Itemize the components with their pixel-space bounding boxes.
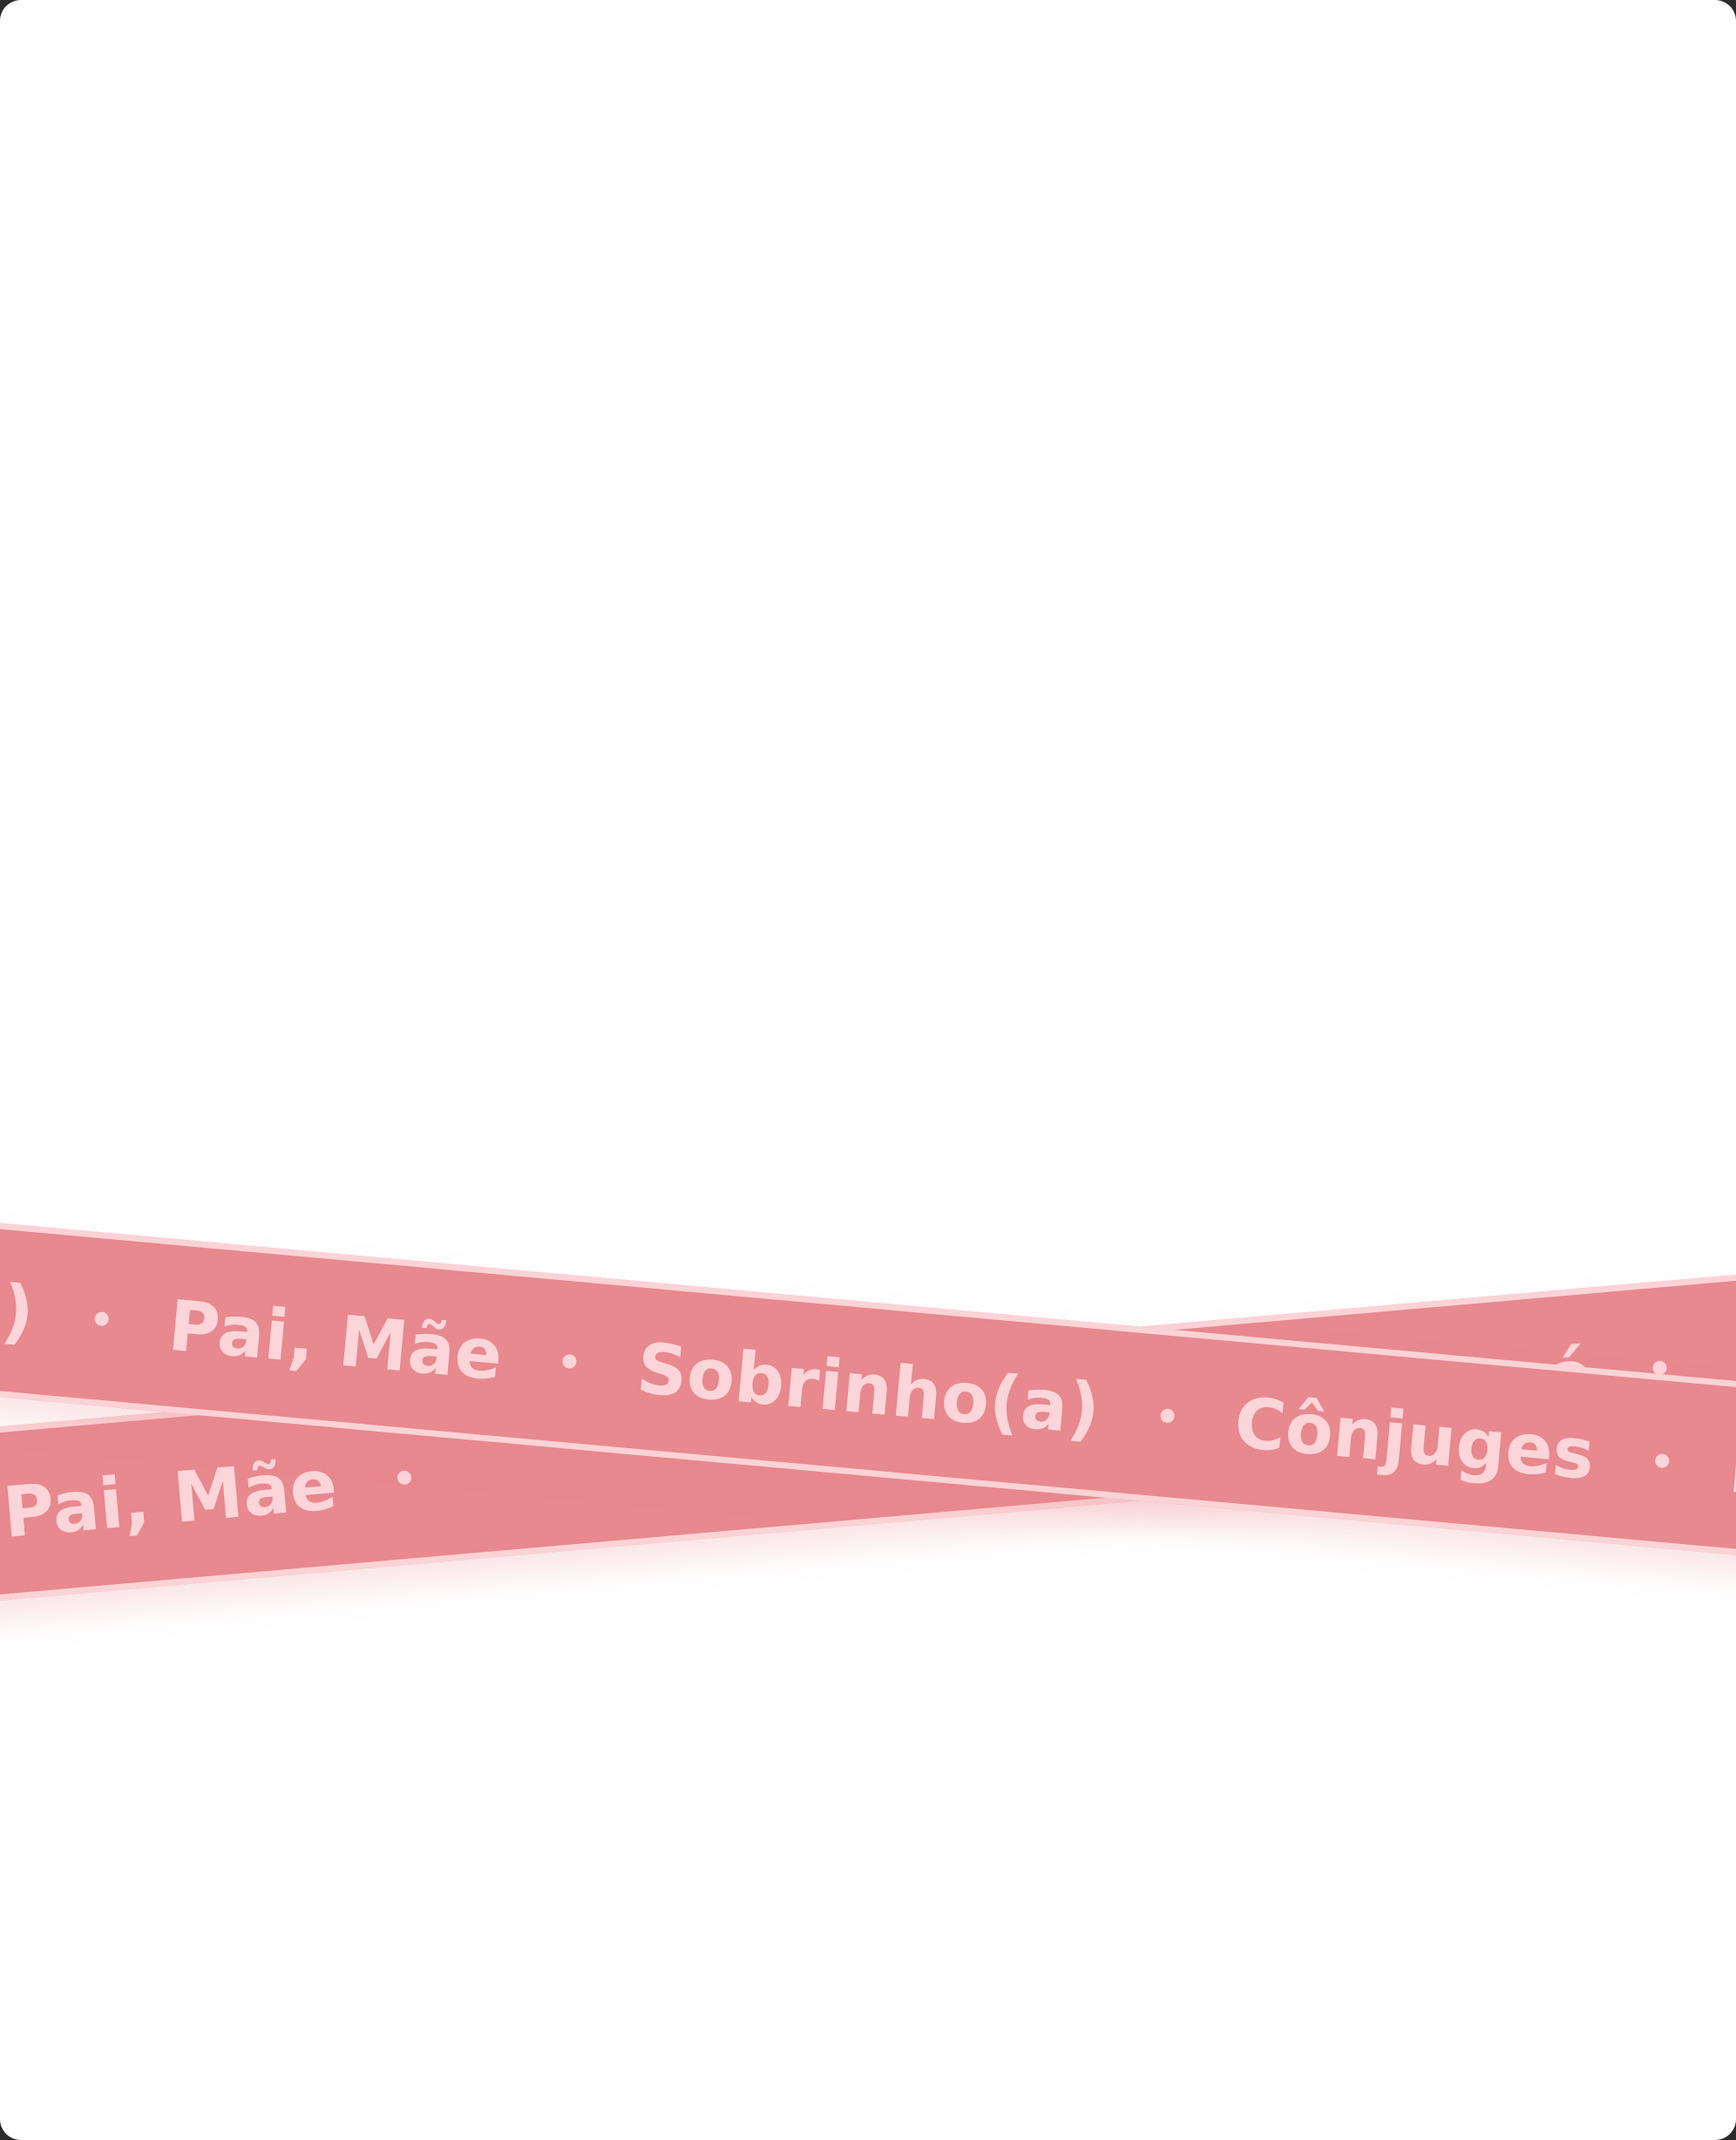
separator-dot	[562, 1353, 578, 1370]
ribbon-word: Pai, Mãe	[165, 1284, 506, 1397]
separator-dot	[93, 1310, 109, 1327]
ribbon-word: (as)	[0, 1258, 37, 1354]
ribbon-word: Sobrinho(a)	[634, 1327, 1103, 1451]
separator-dot	[1654, 1453, 1670, 1469]
ribbon-word: En	[1726, 1426, 1736, 1517]
ribbon-word: Cônjuges	[1231, 1382, 1598, 1496]
separator-dot	[397, 1470, 412, 1486]
ribbon-word: Pai, Mãe	[0, 1443, 341, 1554]
separator-dot	[1159, 1408, 1176, 1424]
